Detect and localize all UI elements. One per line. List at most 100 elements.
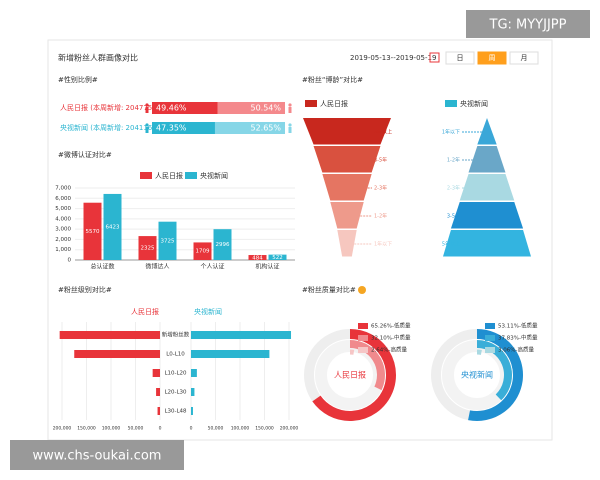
y-tick-label: 5,000 xyxy=(55,206,71,212)
bar xyxy=(83,202,102,260)
x-tick-label: 微博达人 xyxy=(145,263,169,271)
header-title: 新增粉丝人群画像对比 xyxy=(58,53,138,63)
donut-center-label: 央视新闻 xyxy=(461,370,493,380)
donut-arc xyxy=(468,329,523,421)
legend-label: 人民日报 xyxy=(320,99,348,108)
period-button[interactable] xyxy=(445,51,475,65)
legend-swatch xyxy=(358,323,368,329)
donut-arc xyxy=(312,329,396,421)
panel-title: #性别比例# xyxy=(58,75,98,84)
side-title: 央视新闻 xyxy=(194,307,222,316)
period-button[interactable] xyxy=(509,51,539,65)
gender-bar xyxy=(214,122,285,134)
help-icon[interactable] xyxy=(358,286,366,294)
panel-title: #粉丝“博龄”对比# xyxy=(302,75,363,84)
gender-bar xyxy=(217,102,285,114)
funnel-label: 1-2年 xyxy=(447,157,460,164)
bar-value-label: 3725 xyxy=(161,238,175,244)
legend-label: 央视新闻 xyxy=(460,99,488,108)
date-range: 2019-05-13--2019-05-19 xyxy=(350,54,436,62)
category-label: L20-L30 xyxy=(164,390,187,396)
y-tick-label: 3,000 xyxy=(55,227,71,233)
bar xyxy=(59,331,161,339)
bar xyxy=(213,229,232,260)
female-icon xyxy=(288,103,292,107)
funnel-label: 5年以上 xyxy=(374,129,392,136)
x-tick-label: 150,000 xyxy=(255,426,274,432)
x-tick-label: 0 xyxy=(159,426,162,432)
bar xyxy=(268,254,287,260)
period-button-label[interactable]: 周 xyxy=(489,54,496,62)
female-icon xyxy=(288,127,292,133)
funnel-level xyxy=(450,202,524,229)
bar xyxy=(191,331,292,339)
x-tick-label: 200,000 xyxy=(280,426,299,432)
x-tick-label: 个人认证 xyxy=(200,263,224,271)
gender-value-label: 52.65% xyxy=(250,124,281,133)
legend-swatch xyxy=(445,100,457,107)
bar-value-label: 522 xyxy=(272,255,283,261)
male-icon xyxy=(145,127,149,133)
gender-value-label: 49.46% xyxy=(156,104,187,113)
funnel-level xyxy=(443,230,531,257)
bar-value-label: 2325 xyxy=(141,246,155,252)
bar xyxy=(74,350,160,358)
gender-value-label: 50.54% xyxy=(250,104,281,113)
legend-label: 人民日报 xyxy=(155,171,183,180)
bar-value-label: 2996 xyxy=(216,242,230,248)
bar xyxy=(138,236,157,260)
funnel-label: 3-5年 xyxy=(374,157,387,164)
bar xyxy=(191,388,195,396)
category-label: 新增粉丝数 xyxy=(162,331,190,339)
calendar-icon[interactable] xyxy=(429,52,440,63)
row-label: 央视新闻 (本周新增: 204116) xyxy=(60,123,155,132)
panel-title: #粉丝级别对比# xyxy=(58,285,112,294)
bar xyxy=(193,242,212,260)
funnel-level xyxy=(313,146,381,173)
funnel-level xyxy=(303,118,391,145)
footer-watermark: www.chs-oukai.com xyxy=(33,449,162,464)
x-tick-label: 150,000 xyxy=(77,426,96,432)
period-button-label[interactable]: 月 xyxy=(521,54,528,62)
period-button-label[interactable]: 日 xyxy=(457,54,464,62)
funnel-level xyxy=(468,146,506,173)
category-label: L10-L20 xyxy=(164,371,187,377)
period-button[interactable] xyxy=(477,51,507,65)
funnel-label: 1年以下 xyxy=(374,241,392,248)
y-tick-label: 7,000 xyxy=(55,186,71,192)
bar-value-label: 5570 xyxy=(86,229,100,235)
funnel-label: 1年以下 xyxy=(442,129,460,136)
x-tick-label: 100,000 xyxy=(231,426,250,432)
watermark-box xyxy=(466,10,590,38)
watermark: TG: MYYJJPP xyxy=(489,18,567,33)
funnel-label: 5年以上 xyxy=(442,241,460,248)
legend-label: 37.83%-中质量 xyxy=(498,334,538,342)
funnel-label: 3-5年 xyxy=(447,213,460,220)
legend-label: 3.06%-高质量 xyxy=(498,346,534,354)
male-icon xyxy=(145,107,149,113)
funnel-level xyxy=(322,174,372,201)
funnel-label: 1-2年 xyxy=(374,213,387,220)
donut-arc xyxy=(476,340,512,401)
gender-bar xyxy=(152,102,218,114)
x-tick-label: 机构认证 xyxy=(255,263,279,271)
bar xyxy=(191,407,193,415)
footer-watermark-box xyxy=(10,440,184,470)
legend-label: 央视新闻 xyxy=(200,171,228,180)
funnel-label: 2-3年 xyxy=(374,185,387,192)
bar-value-label: 6423 xyxy=(106,224,120,230)
funnel-level xyxy=(459,174,515,201)
funnel-level xyxy=(337,230,357,257)
bar-value-label: 484 xyxy=(252,256,263,262)
funnel-label: 2-3年 xyxy=(447,185,460,192)
female-icon xyxy=(288,123,292,127)
gender-bar xyxy=(152,122,215,134)
gender-value-label: 47.35% xyxy=(156,124,187,133)
category-label: L0-L10 xyxy=(166,352,185,358)
y-tick-label: 2,000 xyxy=(55,237,71,243)
legend-label: 32.10%-中质量 xyxy=(371,334,411,342)
legend-swatch xyxy=(140,172,152,179)
bar xyxy=(156,388,160,396)
female-icon xyxy=(288,107,292,113)
